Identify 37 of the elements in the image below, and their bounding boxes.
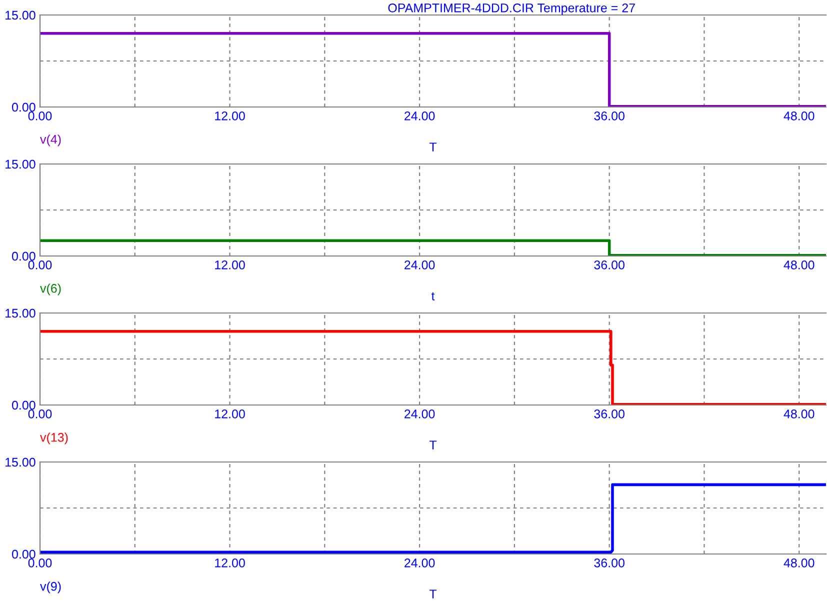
- x-axis-title: t: [431, 292, 435, 300]
- x-axis-title: T: [429, 440, 437, 450]
- x-tick-label: 0.00: [28, 260, 52, 270]
- x-tick-label: 12.00: [215, 260, 245, 270]
- text: v(13): [40, 432, 68, 444]
- x-tick-label: 48.00: [784, 260, 814, 270]
- x-tick-label: 0.00: [28, 111, 52, 120]
- x-tick-label: 0.00: [28, 558, 52, 568]
- x-axis-title: T: [429, 142, 437, 152]
- x-tick-label: 48.00: [784, 409, 814, 418]
- x-tick-label: 24.00: [404, 111, 435, 120]
- x-tick-label: 36.00: [594, 409, 624, 418]
- x-tick-label: 12.00: [215, 111, 245, 120]
- x-tick-label: 0.00: [28, 409, 52, 418]
- x-tick-label: 48.00: [784, 558, 814, 568]
- x-tick-label: 36.00: [594, 111, 624, 120]
- text: v(9): [40, 582, 61, 594]
- x-tick-label: 12.00: [215, 409, 245, 418]
- text: v(4): [40, 134, 61, 146]
- chart-title: OPAMPTIMER-4DDD.CIR Temperature = 27: [388, 3, 635, 15]
- y-tick-label: 0.00: [12, 252, 36, 261]
- y-tick-label: 15.00: [6, 160, 36, 169]
- text: v(6): [40, 284, 61, 296]
- y-tick-label: 15.00: [6, 10, 36, 20]
- x-tick-label: 36.00: [594, 558, 624, 568]
- y-tick-label: 0.00: [12, 102, 36, 112]
- y-tick-label: 0.00: [12, 550, 36, 559]
- x-tick-label: 12.00: [215, 558, 245, 568]
- y-tick-label: 15.00: [6, 458, 36, 467]
- y-tick-label: 0.00: [12, 400, 36, 410]
- x-tick-label: 24.00: [404, 409, 435, 418]
- x-tick-label: 24.00: [404, 260, 435, 270]
- x-tick-label: 48.00: [784, 111, 814, 120]
- x-axis-title: T: [429, 590, 437, 598]
- x-tick-label: 24.00: [404, 558, 435, 568]
- y-tick-label: 15.00: [6, 308, 36, 318]
- x-tick-label: 36.00: [594, 260, 624, 270]
